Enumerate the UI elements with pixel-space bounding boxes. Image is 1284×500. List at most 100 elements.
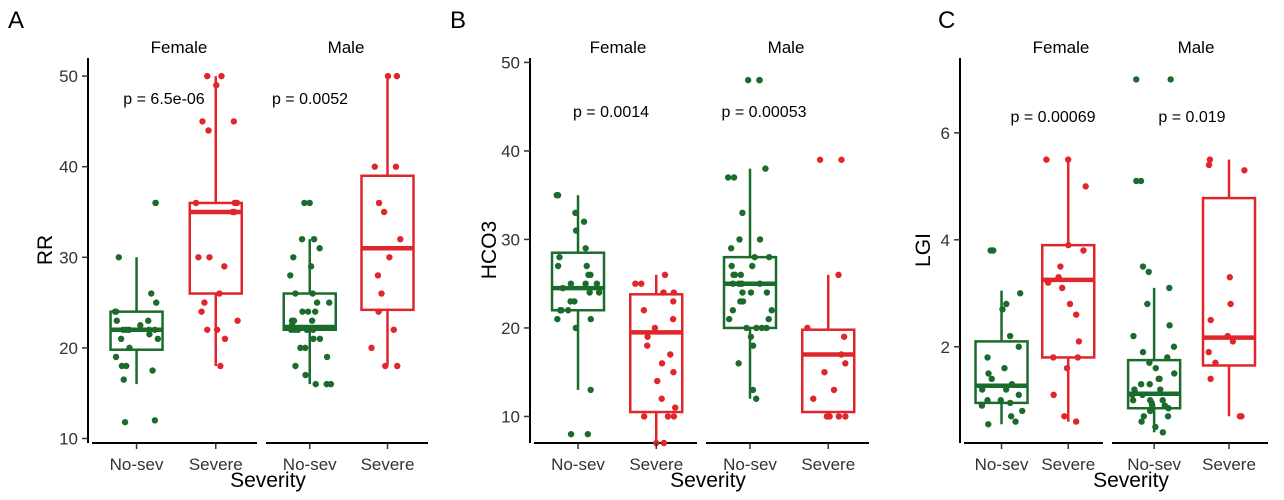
data-point (756, 280, 764, 287)
data-point (137, 322, 144, 329)
data-point (670, 368, 677, 376)
data-point (218, 72, 225, 80)
p-value-label: p = 0.0014 (573, 104, 649, 121)
data-point (368, 344, 375, 352)
data-point (1144, 300, 1151, 308)
data-point (149, 367, 156, 374)
facet-female: Female p = 0.00069 No-sev Severe (964, 38, 1103, 474)
data-point (313, 299, 321, 306)
box-iqr (801, 328, 856, 414)
box-iqr (360, 174, 415, 312)
x-tick-label: Severe (629, 455, 683, 474)
data-point (375, 308, 382, 315)
data-point (205, 127, 212, 134)
data-point (737, 298, 744, 305)
data-point (1229, 338, 1237, 345)
data-point (758, 324, 766, 332)
data-point (661, 271, 669, 279)
data-point (762, 165, 769, 172)
data-point (1238, 413, 1245, 420)
data-point (572, 324, 580, 332)
data-point (1002, 386, 1010, 393)
data-point (1015, 343, 1022, 350)
data-point (999, 306, 1006, 313)
data-point (1003, 300, 1010, 308)
data-point (572, 209, 579, 217)
y-tick-label: 40 (501, 142, 520, 161)
data-point (987, 247, 994, 254)
y-axis-label: RR (34, 235, 57, 265)
data-point (112, 353, 120, 361)
data-point (988, 375, 995, 383)
data-point (1227, 300, 1234, 308)
data-point (670, 289, 678, 296)
data-point (593, 280, 601, 287)
data-point (1226, 274, 1234, 281)
data-point (672, 404, 679, 411)
data-point (230, 118, 238, 125)
data-point (1165, 405, 1172, 412)
x-tick-label: Severe (189, 455, 243, 474)
data-point (554, 262, 562, 270)
data-point (287, 272, 294, 279)
facet-male: Male p = 0.00053 No-sev Severe (706, 38, 869, 474)
data-point (198, 308, 205, 315)
data-point (1156, 375, 1163, 383)
x-tick-label: No-sev (551, 455, 605, 474)
data-point (221, 335, 229, 343)
data-point (1133, 177, 1140, 185)
data-point (115, 254, 123, 261)
y-tick-label: 10 (59, 429, 78, 448)
data-point (192, 199, 200, 207)
panel-letter: B (450, 7, 466, 34)
data-point (644, 333, 651, 340)
box-iqr (1201, 196, 1257, 367)
data-point (558, 307, 565, 314)
box-nosev: No-sev (1126, 76, 1182, 474)
data-point (1157, 386, 1164, 393)
data-point (292, 290, 299, 297)
data-point (654, 377, 661, 385)
data-point (308, 317, 316, 324)
data-point (301, 199, 308, 207)
x-tick-label: No-sev (723, 455, 777, 474)
data-point (234, 317, 241, 324)
data-point (660, 439, 668, 447)
facet-label: Male (768, 38, 805, 57)
data-point (1139, 348, 1147, 356)
data-point (724, 174, 732, 181)
data-point (1043, 156, 1050, 163)
x-tick-label: No-sev (1127, 455, 1181, 474)
box-iqr (722, 255, 778, 330)
p-value-label: p = 0.00069 (1011, 109, 1096, 126)
data-point (670, 413, 678, 420)
facet-label: Female (1033, 38, 1090, 57)
data-point (1171, 370, 1178, 377)
data-point (386, 254, 393, 261)
data-point (204, 326, 211, 333)
data-point (1167, 76, 1174, 83)
data-point (1015, 391, 1022, 399)
data-point (1130, 332, 1137, 340)
box-nosev: No-sev (550, 191, 605, 474)
data-point (151, 326, 158, 333)
data-point (756, 76, 763, 84)
data-point (556, 253, 563, 261)
data-point (1072, 418, 1080, 425)
y-tick-label: 10 (501, 407, 520, 426)
data-point (752, 395, 760, 402)
data-point (985, 421, 992, 428)
data-point (747, 333, 755, 340)
data-point (298, 235, 306, 243)
x-tick-label: No-sev (283, 455, 337, 474)
data-point (763, 324, 770, 332)
data-point (756, 236, 764, 243)
data-point (978, 402, 986, 409)
data-point (229, 208, 236, 216)
data-point (217, 362, 224, 370)
data-point (749, 386, 757, 394)
facet-male: Male p = 0.0052 No-sev Severe (266, 38, 428, 474)
data-point (651, 324, 659, 332)
data-point (1137, 177, 1145, 185)
data-point (731, 271, 739, 279)
